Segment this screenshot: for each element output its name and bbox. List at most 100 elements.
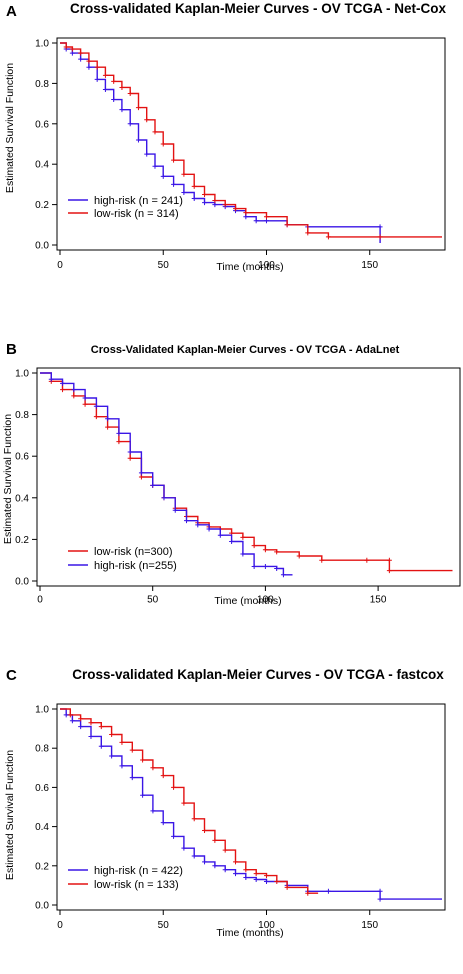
censor-mark	[86, 64, 92, 70]
censor-mark	[325, 888, 331, 894]
censor-mark	[222, 867, 228, 873]
censor-mark	[172, 507, 178, 513]
censor-mark	[109, 753, 115, 759]
censor-mark	[119, 739, 125, 745]
censor-mark	[240, 551, 246, 557]
censor-mark	[78, 724, 84, 730]
x-tick-label: 50	[147, 595, 159, 606]
legend-label: high-risk (n = 422)	[94, 865, 183, 877]
x-tick-label: 150	[361, 920, 378, 931]
survival-curve-series1	[40, 372, 453, 572]
y-tick-label: 0.6	[35, 119, 49, 130]
censor-mark	[82, 401, 88, 407]
censor-mark	[191, 816, 197, 822]
censor-mark	[212, 837, 218, 843]
censor-mark	[377, 224, 383, 230]
x-tick-label: 50	[158, 920, 170, 931]
censor-mark	[144, 151, 150, 157]
censor-mark	[138, 470, 144, 476]
censor-mark	[233, 871, 239, 877]
censor-mark	[222, 847, 228, 853]
y-tick-label: 0.2	[35, 861, 49, 872]
x-tick-label: 100	[258, 260, 275, 271]
censor-mark	[60, 380, 66, 386]
censor-mark	[191, 853, 197, 859]
censor-mark	[191, 196, 197, 202]
y-axis-label-c: Estimated Survival Function	[4, 750, 16, 880]
censor-mark	[88, 733, 94, 739]
censor-mark	[116, 439, 122, 445]
plot-area-b: 0 50 100 150 0.0 0.2 0.4 0.6 0.8 1.0 low-risk (n=3…	[15, 367, 461, 606]
plot-frame	[56, 703, 446, 911]
panel-c: C Cross-validated Kaplan-Meier Curves - …	[4, 667, 446, 939]
censor-mark	[305, 890, 311, 896]
plot-frame	[36, 367, 461, 587]
censor-mark	[94, 64, 100, 70]
censor-mark	[171, 181, 177, 187]
censor-mark	[262, 547, 268, 553]
censor-mark	[195, 522, 201, 528]
censor-mark	[140, 757, 146, 763]
censor-mark	[243, 210, 249, 216]
censor-mark	[206, 526, 212, 532]
censor-mark	[191, 183, 197, 189]
y-tick-label: 0.8	[35, 79, 49, 90]
censor-mark	[150, 808, 156, 814]
censor-mark	[229, 538, 235, 544]
y-tick-label: 0.4	[35, 822, 49, 833]
censor-mark	[86, 58, 92, 64]
censor-mark	[262, 563, 268, 569]
x-tick-label: 150	[370, 595, 387, 606]
y-axis-label-b: Estimated Survival Function	[2, 414, 14, 544]
censor-mark	[386, 568, 392, 574]
chart-title-a: Cross-validated Kaplan-Meier Curves - OV…	[70, 1, 447, 16]
panel-b: B Cross-Validated Kaplan-Meier Curves - …	[2, 341, 461, 607]
censor-mark	[78, 50, 84, 56]
censor-mark	[102, 72, 108, 78]
chart-title-b: Cross-Validated Kaplan-Meier Curves - OV…	[91, 344, 400, 356]
censor-mark	[181, 189, 187, 195]
censor-mark	[93, 414, 99, 420]
censor-mark	[253, 877, 259, 883]
censor-mark	[105, 416, 111, 422]
censor-mark	[280, 572, 286, 578]
censor-mark	[135, 105, 141, 111]
y-tick-label: 0.6	[15, 452, 29, 463]
panel-letter-c: C	[6, 667, 17, 684]
censor-mark	[386, 557, 392, 563]
censor-mark	[160, 141, 166, 147]
censor-mark	[160, 820, 166, 826]
censor-mark	[161, 495, 167, 501]
censor-mark	[48, 376, 54, 382]
censor-mark	[119, 107, 125, 113]
censor-mark	[202, 192, 208, 197]
censor-mark	[78, 56, 84, 62]
censor-mark	[233, 859, 239, 865]
censor-mark	[202, 200, 208, 206]
censor-mark	[305, 230, 311, 236]
panel-letter-a: A	[6, 3, 17, 20]
censor-mark	[127, 455, 133, 461]
censor-mark	[119, 763, 125, 769]
censor-mark	[243, 875, 249, 881]
legend-label: low-risk (n = 133)	[94, 879, 179, 891]
censor-mark	[274, 566, 280, 572]
y-tick-label: 1.0	[15, 369, 29, 380]
censor-mark	[171, 157, 177, 163]
y-tick-label: 0.0	[15, 577, 29, 588]
censor-mark	[78, 716, 84, 722]
x-axis-label-b: Time (months)	[214, 595, 281, 607]
censor-mark	[181, 171, 187, 177]
censor-mark	[152, 163, 158, 169]
survival-curve-series1	[60, 42, 381, 243]
chart-title-c: Cross-validated Kaplan-Meier Curves - OV…	[72, 667, 444, 682]
censor-mark	[217, 532, 223, 538]
censor-mark	[127, 449, 133, 455]
censor-mark	[240, 534, 246, 540]
plot-area-a: 0 50 100 150 0.0 0.2 0.4 0.6 0.8 1.0 high-risk (n …	[35, 37, 446, 271]
censor-mark	[88, 720, 94, 726]
censor-mark	[94, 76, 100, 82]
censor-mark	[377, 896, 383, 902]
censor-mark	[71, 393, 77, 399]
